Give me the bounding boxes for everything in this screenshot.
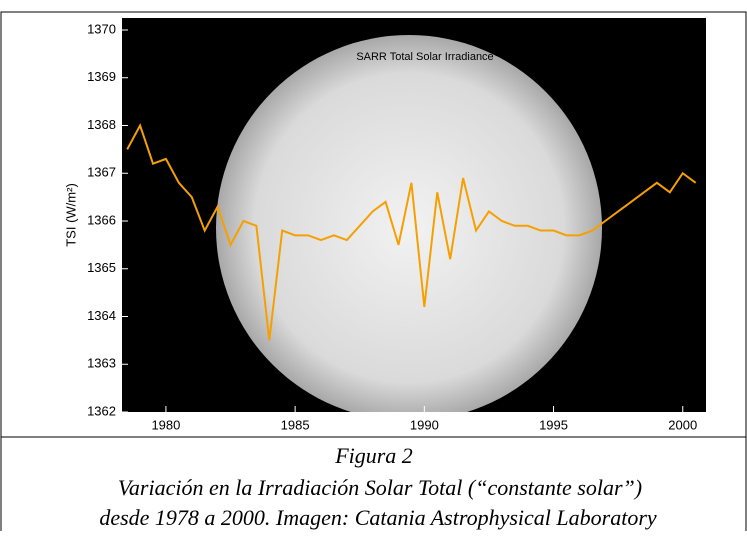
caption-line: Variación en la Irradiación Solar Total … — [118, 475, 642, 500]
x-tick-label: 1985 — [281, 417, 310, 432]
caption-label: Figura 2 — [334, 443, 413, 468]
y-axis-label: TSI (W/m²) — [63, 183, 78, 247]
y-tick-label: 1363 — [87, 356, 116, 371]
y-tick-label: 1364 — [87, 308, 116, 323]
y-tick-label: 1366 — [87, 212, 116, 227]
y-tick-label: 1367 — [87, 165, 116, 180]
x-tick-label: 2000 — [668, 417, 697, 432]
figure: SARR Total Solar Irradiance TSI (W/m²) F… — [0, 0, 747, 531]
y-tick-label: 1365 — [87, 260, 116, 275]
x-tick-label: 1995 — [539, 417, 568, 432]
caption-line: desde 1978 a 2000. Imagen: Catania Astro… — [99, 505, 657, 530]
x-tick-label: 1980 — [151, 417, 180, 432]
sun-image — [216, 35, 602, 421]
y-tick-label: 1362 — [87, 403, 116, 418]
chart-title: SARR Total Solar Irradiance — [356, 51, 493, 63]
y-tick-label: 1370 — [87, 21, 116, 36]
x-tick-label: 1990 — [410, 417, 439, 432]
y-tick-label: 1369 — [87, 69, 116, 84]
page: SARR Total Solar Irradiance TSI (W/m²) F… — [0, 0, 747, 531]
y-tick-label: 1368 — [87, 117, 116, 132]
